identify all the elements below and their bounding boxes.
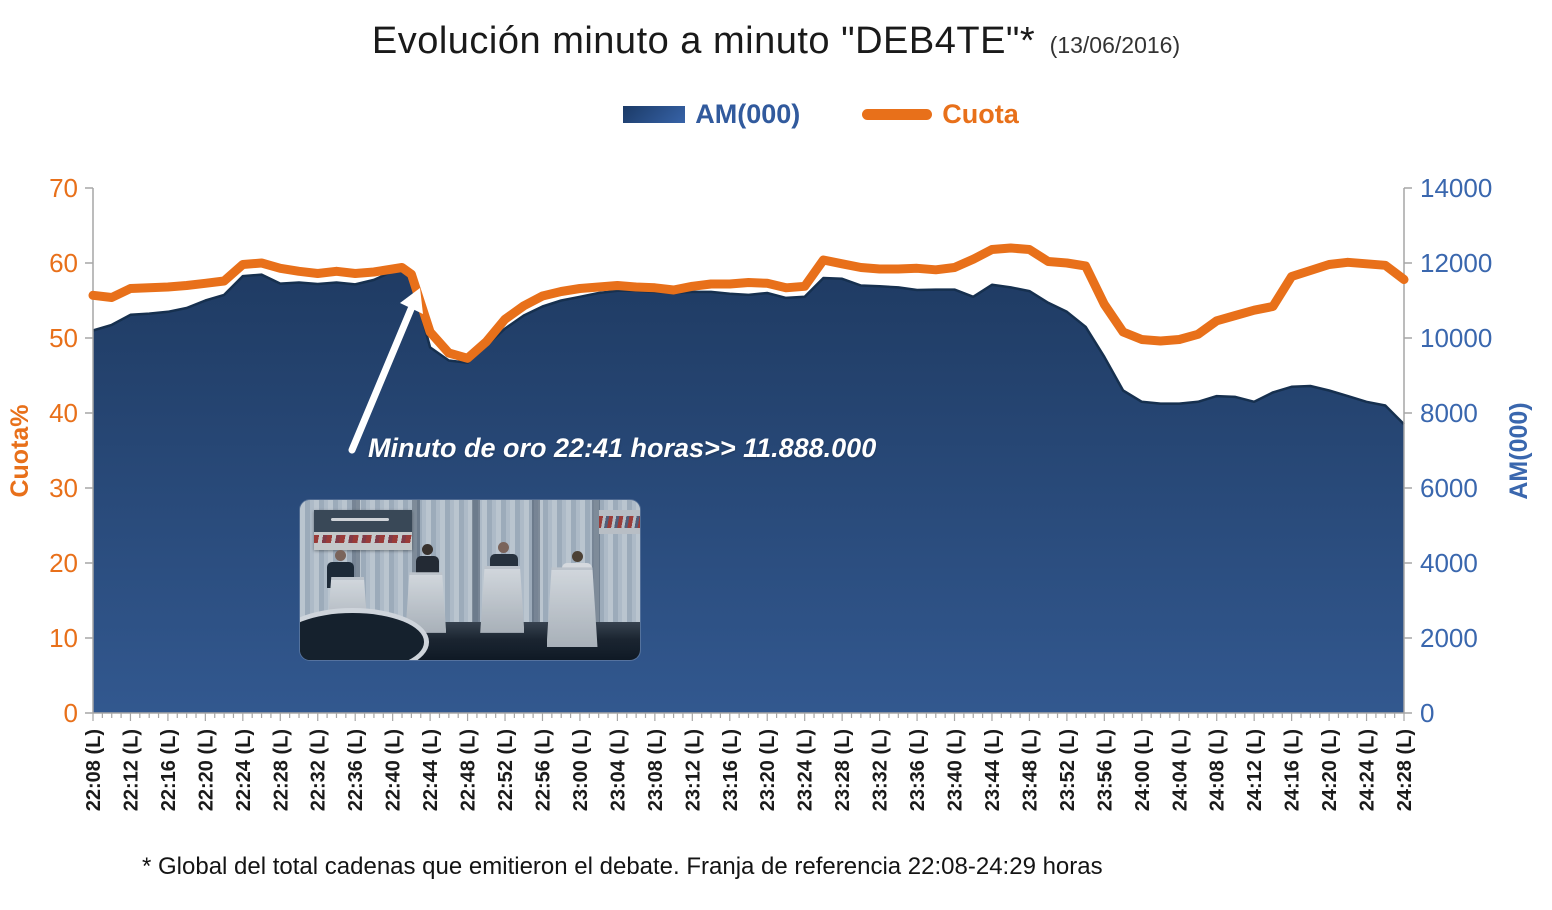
x-axis-tick-label: 22:20 (L) bbox=[195, 729, 217, 811]
page-title: Evolución minuto a minuto "DEB4TE"* (13/… bbox=[0, 20, 1552, 63]
x-axis-tick-label: 23:20 (L) bbox=[757, 729, 779, 811]
x-axis-tick-label: 23:28 (L) bbox=[832, 729, 854, 811]
screen-graphic bbox=[313, 535, 413, 544]
x-axis-tick-label: 24:24 (L) bbox=[1357, 729, 1379, 811]
right-axis-tick-label: 8000 bbox=[1420, 398, 1478, 428]
chart-title: Evolución minuto a minuto "DEB4TE"* bbox=[371, 20, 1036, 62]
right-axis-tick-label: 10000 bbox=[1420, 323, 1492, 353]
x-axis-tick-label: 22:48 (L) bbox=[458, 729, 480, 811]
x-axis-tick-label: 22:16 (L) bbox=[158, 729, 180, 811]
left-axis-tick-label: 40 bbox=[49, 398, 78, 428]
x-axis-tick-label: 24:04 (L) bbox=[1169, 729, 1191, 811]
right-axis-tick-label: 2000 bbox=[1420, 623, 1478, 653]
x-axis-tick-label: 24:00 (L) bbox=[1132, 729, 1154, 811]
golden-minute-arrowhead bbox=[400, 288, 423, 314]
hashtag-text-bar bbox=[331, 518, 389, 522]
x-axis-tick-label: 22:12 (L) bbox=[120, 729, 142, 811]
x-axis-tick-label: 23:56 (L) bbox=[1094, 729, 1116, 811]
x-axis-tick-label: 22:44 (L) bbox=[420, 729, 442, 811]
left-axis-tick-label: 0 bbox=[64, 698, 78, 728]
x-axis-tick-label: 23:36 (L) bbox=[907, 729, 929, 811]
x-axis-tick-label: 23:48 (L) bbox=[1019, 729, 1041, 811]
x-axis-tick-label: 22:32 (L) bbox=[308, 729, 330, 811]
x-axis-tick-label: 23:04 (L) bbox=[607, 729, 629, 811]
left-axis-tick-label: 60 bbox=[49, 248, 78, 278]
studio-mini-screen bbox=[599, 509, 640, 534]
x-axis-tick-label: 23:12 (L) bbox=[682, 729, 704, 811]
x-axis-tick-label: 23:16 (L) bbox=[720, 729, 742, 811]
right-axis-title: AM(000) bbox=[1505, 402, 1533, 499]
left-axis-tick-label: 30 bbox=[49, 473, 78, 503]
chart-title-date: (13/06/2016) bbox=[1049, 32, 1181, 58]
left-axis-tick-label: 50 bbox=[49, 323, 78, 353]
am-area-edge bbox=[92, 265, 1405, 426]
legend-label-am: AM(000) bbox=[695, 99, 801, 129]
chart-footnote: * Global del total cadenas que emitieron… bbox=[142, 853, 1103, 880]
x-axis-tick-label: 24:12 (L) bbox=[1244, 729, 1266, 811]
debate-studio-photo bbox=[300, 500, 640, 660]
x-axis-tick-label: 24:20 (L) bbox=[1319, 729, 1341, 811]
x-axis-tick-label: 22:52 (L) bbox=[495, 729, 517, 811]
right-axis-tick-label: 0 bbox=[1420, 698, 1434, 728]
left-axis-tick-label: 70 bbox=[49, 173, 78, 203]
photo-tint bbox=[300, 500, 640, 660]
x-axis-tick-label: 22:36 (L) bbox=[345, 729, 367, 811]
x-axis-tick-label: 23:52 (L) bbox=[1057, 729, 1079, 811]
x-axis-tick-label: 24:08 (L) bbox=[1207, 729, 1229, 811]
x-axis-tick-label: 23:32 (L) bbox=[870, 729, 892, 811]
right-axis-tick-label: 14000 bbox=[1420, 173, 1492, 203]
x-axis-tick-label: 22:08 (L) bbox=[83, 729, 105, 811]
x-axis-tick-label: 23:00 (L) bbox=[570, 729, 592, 811]
studio-screen bbox=[313, 509, 413, 550]
left-axis-title: Cuota% bbox=[6, 404, 34, 497]
left-axis-tick-label: 20 bbox=[49, 548, 78, 578]
x-axis-tick-label: 22:28 (L) bbox=[270, 729, 292, 811]
studio-podium-4 bbox=[546, 567, 598, 648]
right-axis-tick-label: 12000 bbox=[1420, 248, 1492, 278]
legend-item-am: AM(000) bbox=[623, 99, 800, 130]
x-axis-tick-label: 24:16 (L) bbox=[1282, 729, 1304, 811]
left-axis-tick-label: 10 bbox=[49, 623, 78, 653]
x-axis-tick-label: 23:24 (L) bbox=[795, 729, 817, 811]
x-axis-tick-label: 23:44 (L) bbox=[982, 729, 1004, 811]
cuota-line-series bbox=[88, 243, 1409, 363]
cuota-series-swatch bbox=[862, 109, 933, 120]
am-series-swatch bbox=[623, 106, 686, 123]
x-axis-tick-label: 23:08 (L) bbox=[645, 729, 667, 811]
am-area-series bbox=[93, 267, 1404, 713]
chart-legend: AM(000) Cuota bbox=[45, 99, 1552, 130]
x-axis-tick-label: 22:56 (L) bbox=[532, 729, 554, 811]
x-axis-tick-label: 22:40 (L) bbox=[383, 729, 405, 811]
golden-minute-annotation: Minuto de oro 22:41 horas>> 11.888.000 bbox=[368, 433, 877, 463]
x-axis-tick-label: 24:28 (L) bbox=[1394, 729, 1416, 811]
golden-minute-arrow bbox=[348, 305, 415, 454]
right-axis-tick-label: 4000 bbox=[1420, 548, 1478, 578]
legend-label-cuota: Cuota bbox=[942, 99, 1019, 129]
right-axis-tick-label: 6000 bbox=[1420, 473, 1478, 503]
legend-item-cuota: Cuota bbox=[862, 99, 1019, 130]
studio-podium-3 bbox=[480, 565, 525, 633]
x-axis-tick-label: 23:40 (L) bbox=[945, 729, 967, 811]
x-axis-tick-label: 22:24 (L) bbox=[233, 729, 255, 811]
